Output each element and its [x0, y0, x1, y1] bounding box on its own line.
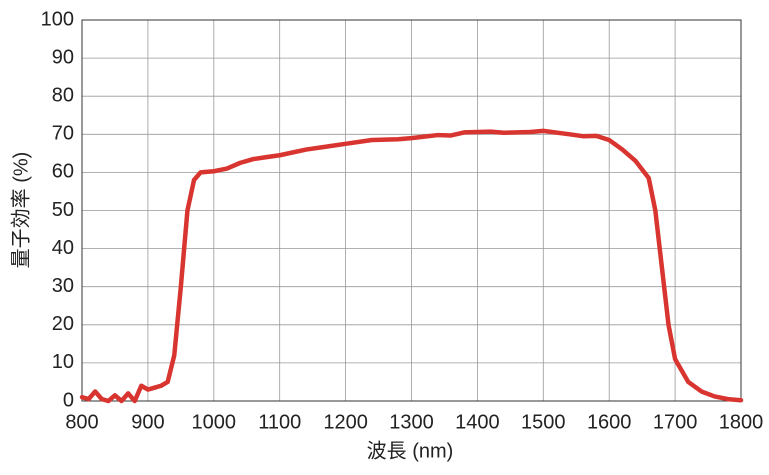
x-tick-label: 1200 [323, 411, 368, 433]
x-tick-label: 900 [131, 411, 164, 433]
plot-frame [81, 19, 742, 402]
x-axis-label: 波長 (nm) [367, 439, 454, 462]
x-tick-label: 1100 [258, 411, 301, 433]
y-axis-label: 量子効率 (%) [9, 152, 32, 269]
x-tick-label: 800 [65, 411, 98, 433]
y-tick-label: 20 [52, 313, 74, 335]
y-tick-label: 40 [52, 237, 74, 259]
y-tick-label: 70 [52, 123, 74, 145]
x-tick-label: 1800 [719, 411, 764, 433]
x-tick-label: 1400 [455, 411, 500, 433]
y-tick-label: 90 [52, 46, 74, 68]
x-tick-label: 1000 [192, 411, 237, 433]
y-tick-label: 0 [63, 389, 74, 411]
x-tick-label: 1600 [587, 411, 632, 433]
y-tick-label: 100 [41, 8, 74, 30]
x-tick-label: 1700 [653, 411, 698, 433]
x-tick-label: 1300 [389, 411, 434, 433]
y-tick-label: 50 [52, 199, 74, 221]
y-tick-label: 60 [52, 161, 74, 183]
y-tick-label: 80 [52, 84, 74, 106]
y-tick-label: 10 [52, 351, 74, 373]
data-line [79, 128, 744, 404]
x-tick-label: 1500 [521, 411, 566, 433]
y-tick-label: 30 [52, 275, 74, 297]
